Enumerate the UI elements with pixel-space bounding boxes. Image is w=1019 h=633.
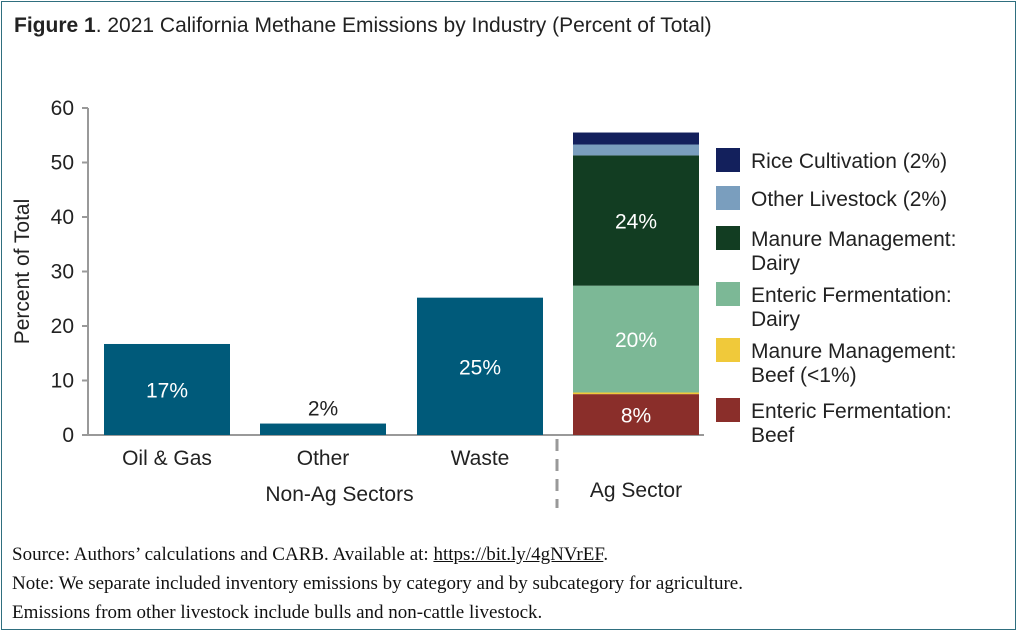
y-tick-label: 60 [51,97,74,120]
legend-label: Manure Management: [751,340,956,363]
data-label: 2% [308,398,338,421]
stack-segment-2 [573,285,699,393]
legend-label: Beef (<1%) [751,364,857,387]
stack-segment-0 [573,394,699,435]
note-line-2: Emissions from other livestock include b… [12,602,543,623]
legend-swatch-5 [716,398,740,422]
source-line: Source: Authors’ calculations and CARB. … [12,540,1012,569]
data-label: 17% [146,379,188,402]
figure-title-text: . 2021 California Methane Emissions by I… [95,14,712,37]
bar-2 [417,297,543,435]
chart-bars: 17% 2% 25% 8% 20% 24% [104,132,699,435]
y-axis-title: Percent of Total [11,199,34,345]
data-label: 25% [459,356,501,379]
legend-label: Beef [751,424,794,447]
y-tick-label: 20 [51,315,74,338]
y-tick-label: 50 [51,152,74,175]
legend-label: Enteric Fermentation: [751,284,952,307]
note-line-1: Note: We separate included inventory emi… [12,573,743,594]
y-tick-label: 30 [51,261,74,284]
legend-swatch-0 [716,148,740,172]
chart: 0 10 20 30 40 50 60 Percent of Total Oil & Gas Ot… [11,97,956,508]
legend-swatch-3 [716,282,740,306]
legend-label: Other Livestock (2%) [751,188,947,211]
legend-swatch-1 [716,186,740,210]
legend-swatch-4 [716,338,740,362]
stack-segment-3 [573,155,699,286]
x-tick-label: Other [297,447,350,470]
legend-label: Dairy [751,252,801,275]
stack-segment-1 [573,392,699,395]
stack-segment-5 [573,132,699,145]
source-suffix: . [603,544,609,565]
y-tick-label: 10 [51,370,74,393]
legend-label: Manure Management: [751,228,956,251]
x-tick-label: Waste [451,447,510,470]
stack-data-label: 20% [615,329,657,352]
legend-label: Enteric Fermentation: [751,400,952,423]
x-tick-label: Oil & Gas [122,447,212,470]
group-label-non-ag: Non-Ag Sectors [265,483,413,506]
figure-notes: Source: Authors’ calculations and CARB. … [12,540,1012,627]
group-label-ag: Ag Sector [590,479,682,502]
legend-swatch-2 [716,226,740,250]
bar-1 [260,423,386,435]
figure-title: Figure 1. 2021 California Methane Emissi… [14,14,712,38]
y-tick-label: 0 [62,424,74,447]
y-tick-label: 40 [51,206,74,229]
stack-data-label: 8% [621,405,651,428]
legend-label: Dairy [751,308,801,331]
chart-legend: Rice Cultivation (2%) Other Livestock (2%… [716,148,956,447]
stack-data-label: 24% [615,211,657,234]
bar-0 [104,343,230,435]
source-link[interactable]: https://bit.ly/4gNVrEF [433,544,604,565]
figure-title-bold: Figure 1 [14,14,96,37]
legend-label: Rice Cultivation (2%) [751,150,947,173]
source-prefix: Source: Authors’ calculations and CARB. … [12,544,434,565]
stack-segment-4 [573,144,699,156]
